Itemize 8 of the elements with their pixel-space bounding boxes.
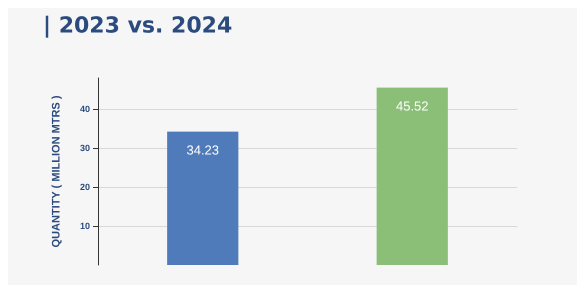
y-tick-label: 40 bbox=[80, 104, 90, 114]
y-tick-label: 20 bbox=[80, 182, 90, 192]
y-tick-label: 10 bbox=[80, 221, 90, 232]
data-label: 45.52 bbox=[396, 98, 429, 114]
chart-title: | 2023 vs. 2024 bbox=[43, 14, 232, 38]
y-axis-title: QUANTITY ( MILLION MTRS ) bbox=[50, 95, 62, 248]
y-tick-label: 30 bbox=[80, 143, 90, 154]
data-label: 34.23 bbox=[186, 142, 220, 158]
